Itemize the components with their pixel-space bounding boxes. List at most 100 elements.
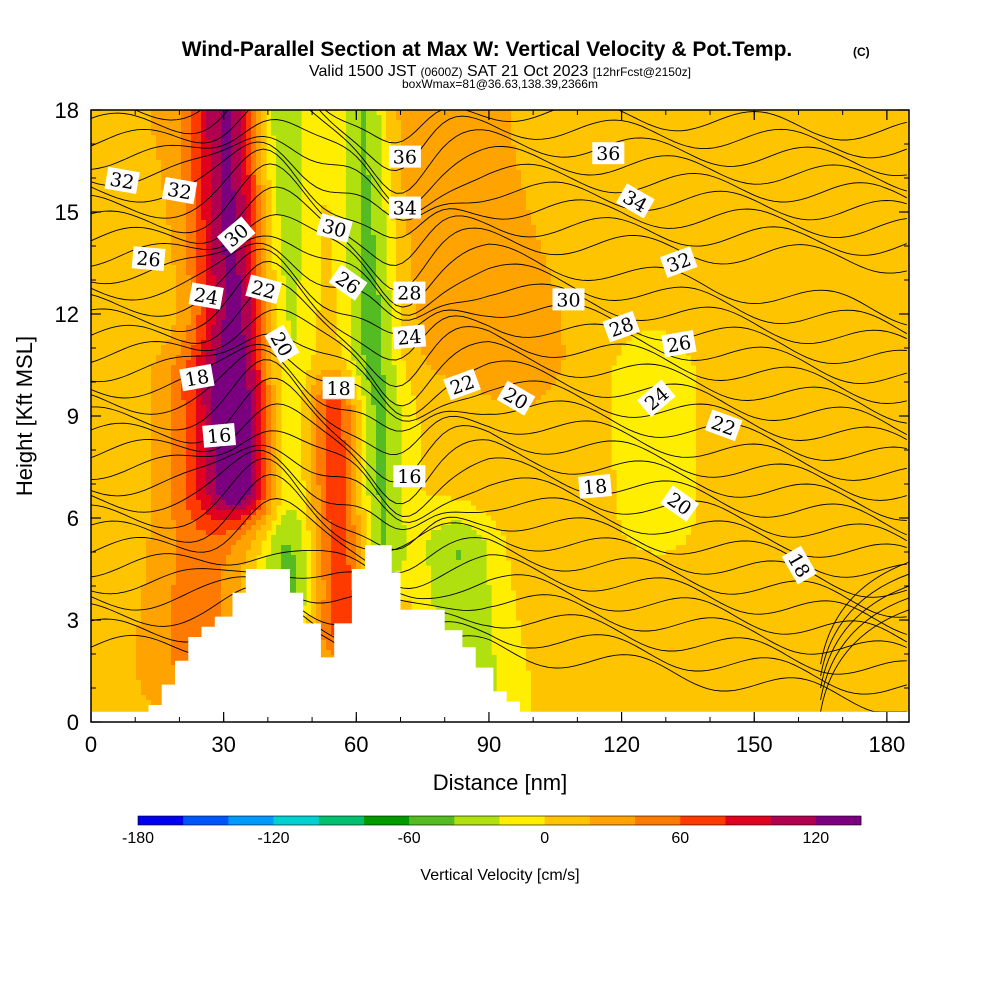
velocity-cell — [431, 145, 437, 151]
velocity-cell — [701, 180, 707, 186]
velocity-cell — [551, 185, 557, 191]
velocity-cell — [371, 260, 377, 266]
velocity-cell — [351, 170, 357, 176]
velocity-cell — [136, 135, 142, 141]
velocity-cell — [476, 160, 482, 166]
velocity-cell — [786, 205, 792, 211]
velocity-cell — [696, 145, 702, 151]
velocity-cell — [436, 180, 442, 186]
velocity-cell — [211, 170, 217, 176]
velocity-cell — [571, 130, 577, 136]
velocity-cell — [506, 230, 512, 236]
velocity-cell — [906, 265, 909, 271]
velocity-cell — [406, 220, 412, 226]
velocity-cell — [216, 130, 222, 136]
velocity-cell — [696, 250, 702, 256]
velocity-cell — [281, 185, 287, 191]
velocity-cell — [521, 195, 527, 201]
velocity-cell — [886, 155, 892, 161]
velocity-cell — [221, 175, 227, 181]
velocity-cell — [856, 230, 862, 236]
velocity-cell — [621, 230, 627, 236]
velocity-cell — [831, 225, 837, 231]
velocity-cell — [696, 110, 702, 116]
velocity-cell — [776, 230, 782, 236]
velocity-cell — [606, 205, 612, 211]
velocity-cell — [886, 230, 892, 236]
velocity-cell — [251, 150, 257, 156]
velocity-cell — [896, 235, 902, 241]
velocity-cell — [781, 160, 787, 166]
velocity-cell — [471, 180, 477, 186]
velocity-cell — [866, 250, 872, 256]
velocity-cell — [666, 215, 672, 221]
velocity-cell — [131, 165, 137, 171]
velocity-cell — [176, 230, 182, 236]
velocity-cell — [351, 235, 357, 241]
velocity-cell — [581, 255, 587, 261]
velocity-cell — [506, 115, 512, 121]
velocity-cell — [216, 110, 222, 116]
velocity-cell — [621, 175, 627, 181]
velocity-cell — [531, 120, 537, 126]
velocity-cell — [141, 155, 147, 161]
velocity-cell — [906, 240, 909, 246]
velocity-cell — [856, 175, 862, 181]
velocity-cell — [116, 190, 122, 196]
velocity-cell — [721, 205, 727, 211]
velocity-cell — [116, 210, 122, 216]
velocity-cell — [761, 145, 767, 151]
velocity-cell — [281, 255, 287, 261]
velocity-cell — [261, 220, 267, 226]
velocity-cell — [351, 140, 357, 146]
velocity-cell — [606, 180, 612, 186]
velocity-cell — [601, 120, 607, 126]
velocity-cell — [586, 260, 592, 266]
velocity-cell — [471, 235, 477, 241]
velocity-cell — [826, 180, 832, 186]
velocity-cell — [171, 255, 177, 261]
velocity-cell — [491, 140, 497, 146]
velocity-cell — [736, 230, 742, 236]
velocity-cell — [491, 160, 497, 166]
velocity-cell — [251, 190, 257, 196]
velocity-cell — [461, 190, 467, 196]
velocity-cell — [596, 180, 602, 186]
velocity-cell — [256, 120, 262, 126]
velocity-cell — [176, 210, 182, 216]
velocity-cell — [536, 160, 542, 166]
velocity-cell — [171, 200, 177, 206]
velocity-cell — [646, 225, 652, 231]
velocity-cell — [806, 250, 812, 256]
velocity-cell — [611, 225, 617, 231]
velocity-cell — [421, 130, 427, 136]
velocity-cell — [291, 250, 297, 256]
velocity-cell — [446, 200, 452, 206]
velocity-cell — [256, 205, 262, 211]
velocity-cell — [726, 165, 732, 171]
velocity-cell — [211, 215, 217, 221]
velocity-cell — [651, 215, 657, 221]
velocity-cell — [741, 260, 747, 266]
velocity-cell — [541, 130, 547, 136]
velocity-cell — [856, 210, 862, 216]
velocity-cell — [176, 255, 182, 261]
velocity-cell — [126, 165, 132, 171]
velocity-cell — [636, 155, 642, 161]
velocity-cell — [246, 220, 252, 226]
velocity-cell — [446, 150, 452, 156]
velocity-cell — [106, 115, 112, 121]
velocity-cell — [366, 110, 372, 116]
velocity-cell — [221, 210, 227, 216]
velocity-cell — [731, 240, 737, 246]
velocity-cell — [716, 255, 722, 261]
velocity-cell — [746, 235, 752, 241]
velocity-cell — [451, 175, 457, 181]
velocity-cell — [191, 110, 197, 116]
velocity-cell — [646, 130, 652, 136]
velocity-cell — [96, 230, 102, 236]
velocity-cell — [376, 260, 382, 266]
velocity-cell — [111, 245, 117, 251]
velocity-cell — [186, 215, 192, 221]
